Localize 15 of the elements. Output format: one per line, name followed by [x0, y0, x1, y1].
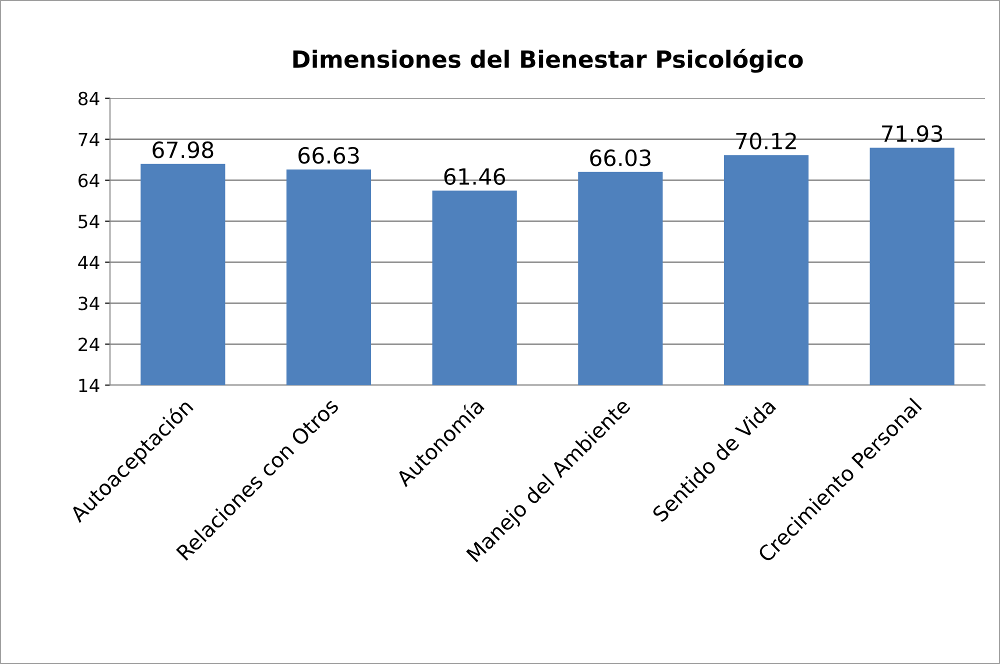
y-tick-label: 24	[78, 338, 100, 351]
y-tick-label: 64	[78, 174, 100, 188]
data-label: 66.63	[298, 146, 359, 164]
data-label: 71.93	[882, 125, 942, 142]
y-tick-label: 84	[78, 92, 100, 106]
y-tick-label: 14	[79, 378, 100, 392]
y-tick-label: 74	[78, 132, 100, 146]
chart-title: Dimensiones del Bienestar Psicológico	[293, 48, 803, 73]
data-label: 70.12	[736, 132, 796, 150]
data-label: 66.03	[590, 149, 650, 166]
data-label: 61.46	[444, 168, 505, 185]
y-tick-label: 34	[78, 296, 100, 310]
data-label: 67.98	[152, 141, 214, 158]
y-tick-label: 44	[78, 256, 100, 270]
y-tick-label: 54	[78, 214, 100, 228]
